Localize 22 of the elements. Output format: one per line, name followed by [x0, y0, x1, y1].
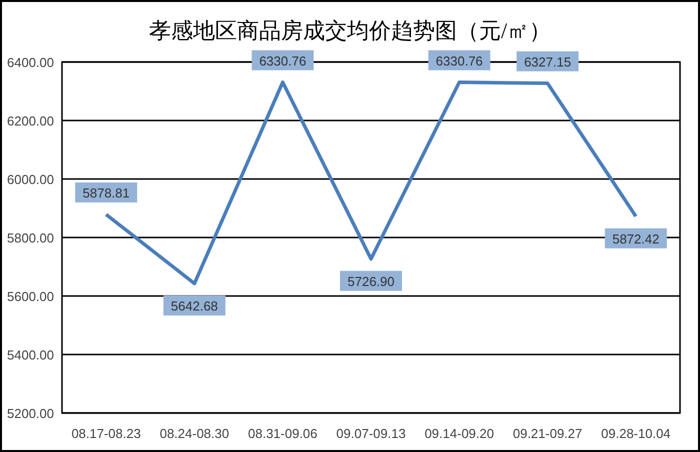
y-tick-label: 6400.00 [7, 55, 54, 70]
data-label: 6330.76 [259, 53, 306, 68]
x-tick-label: 09.07-09.13 [336, 426, 406, 441]
data-label: 5878.81 [82, 185, 130, 200]
y-tick-label: 5400.00 [7, 348, 54, 362]
x-tick-label: 08.17-08.23 [71, 426, 141, 441]
y-tick-label: 6000.00 [7, 172, 54, 187]
data-label: 6330.76 [436, 53, 483, 68]
data-label: 6327.15 [524, 54, 572, 70]
y-tick-label: 6200.00 [7, 114, 54, 128]
y-tick-label: 5600.00 [7, 289, 54, 304]
chart-title: 孝感地区商品房成交均价趋势图（元/㎡） [148, 18, 552, 43]
x-tick-label: 09.21-09.27 [512, 426, 582, 441]
data-label: 5872.42 [612, 231, 660, 246]
y-tick-label: 5800.00 [7, 230, 54, 246]
data-label: 5642.68 [170, 298, 218, 314]
y-tick-label: 5200.00 [7, 406, 54, 421]
data-label: 5726.90 [348, 274, 394, 289]
x-tick-label: 09.28-10.04 [601, 426, 671, 441]
x-tick-label: 09.14-09.20 [424, 426, 494, 441]
x-tick-label: 08.24-08.30 [160, 426, 230, 441]
x-tick-label: 08.31-09.06 [248, 426, 318, 441]
